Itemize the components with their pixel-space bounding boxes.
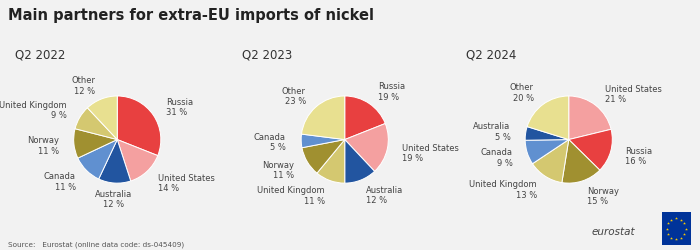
Text: Q2 2022: Q2 2022 (15, 48, 65, 61)
Text: Norway
11 %: Norway 11 % (27, 136, 59, 155)
Wedge shape (75, 108, 118, 140)
Wedge shape (344, 124, 388, 172)
Text: Australia
12 %: Australia 12 % (366, 185, 404, 204)
Wedge shape (344, 96, 385, 140)
Text: Other
12 %: Other 12 % (71, 76, 96, 95)
Wedge shape (117, 96, 161, 156)
Wedge shape (568, 130, 612, 170)
Text: Russia
31 %: Russia 31 % (166, 98, 193, 117)
Wedge shape (568, 96, 611, 140)
Wedge shape (302, 96, 345, 140)
Wedge shape (302, 140, 344, 173)
Text: United Kingdom
9 %: United Kingdom 9 % (0, 100, 66, 120)
Text: Q2 2023: Q2 2023 (242, 48, 293, 61)
Wedge shape (562, 140, 600, 184)
Text: Australia
5 %: Australia 5 % (473, 122, 510, 141)
Text: Canada
9 %: Canada 9 % (481, 148, 512, 167)
Text: Q2 2024: Q2 2024 (466, 48, 517, 61)
Text: Canada
11 %: Canada 11 % (43, 172, 76, 191)
Text: Australia
12 %: Australia 12 % (95, 189, 132, 208)
Wedge shape (118, 140, 158, 181)
Wedge shape (525, 140, 568, 164)
Wedge shape (344, 140, 374, 184)
Wedge shape (525, 127, 568, 141)
Text: Russia
16 %: Russia 16 % (625, 146, 652, 165)
Text: United States
19 %: United States 19 % (402, 143, 459, 163)
Text: Canada
5 %: Canada 5 % (254, 132, 286, 152)
Text: United Kingdom
13 %: United Kingdom 13 % (469, 180, 537, 199)
Wedge shape (317, 140, 344, 184)
Text: United Kingdom
11 %: United Kingdom 11 % (257, 186, 325, 205)
Wedge shape (74, 129, 118, 158)
Text: Main partners for extra-EU imports of nickel: Main partners for extra-EU imports of ni… (8, 8, 374, 22)
Wedge shape (78, 140, 118, 179)
Wedge shape (301, 134, 344, 148)
Text: United States
14 %: United States 14 % (158, 173, 214, 192)
Text: Norway
15 %: Norway 15 % (587, 186, 619, 205)
Text: eurostat: eurostat (592, 226, 635, 236)
Wedge shape (533, 140, 568, 183)
Wedge shape (88, 96, 118, 140)
Text: Other
23 %: Other 23 % (282, 86, 306, 106)
Wedge shape (99, 140, 131, 184)
Wedge shape (527, 96, 569, 140)
Text: Source:   Eurostat (online data code: ds-045409): Source: Eurostat (online data code: ds-0… (8, 241, 185, 248)
Text: Russia
19 %: Russia 19 % (378, 82, 405, 101)
Text: Norway
11 %: Norway 11 % (262, 160, 294, 180)
Text: United States
21 %: United States 21 % (605, 84, 662, 103)
Text: Other
20 %: Other 20 % (510, 83, 534, 102)
